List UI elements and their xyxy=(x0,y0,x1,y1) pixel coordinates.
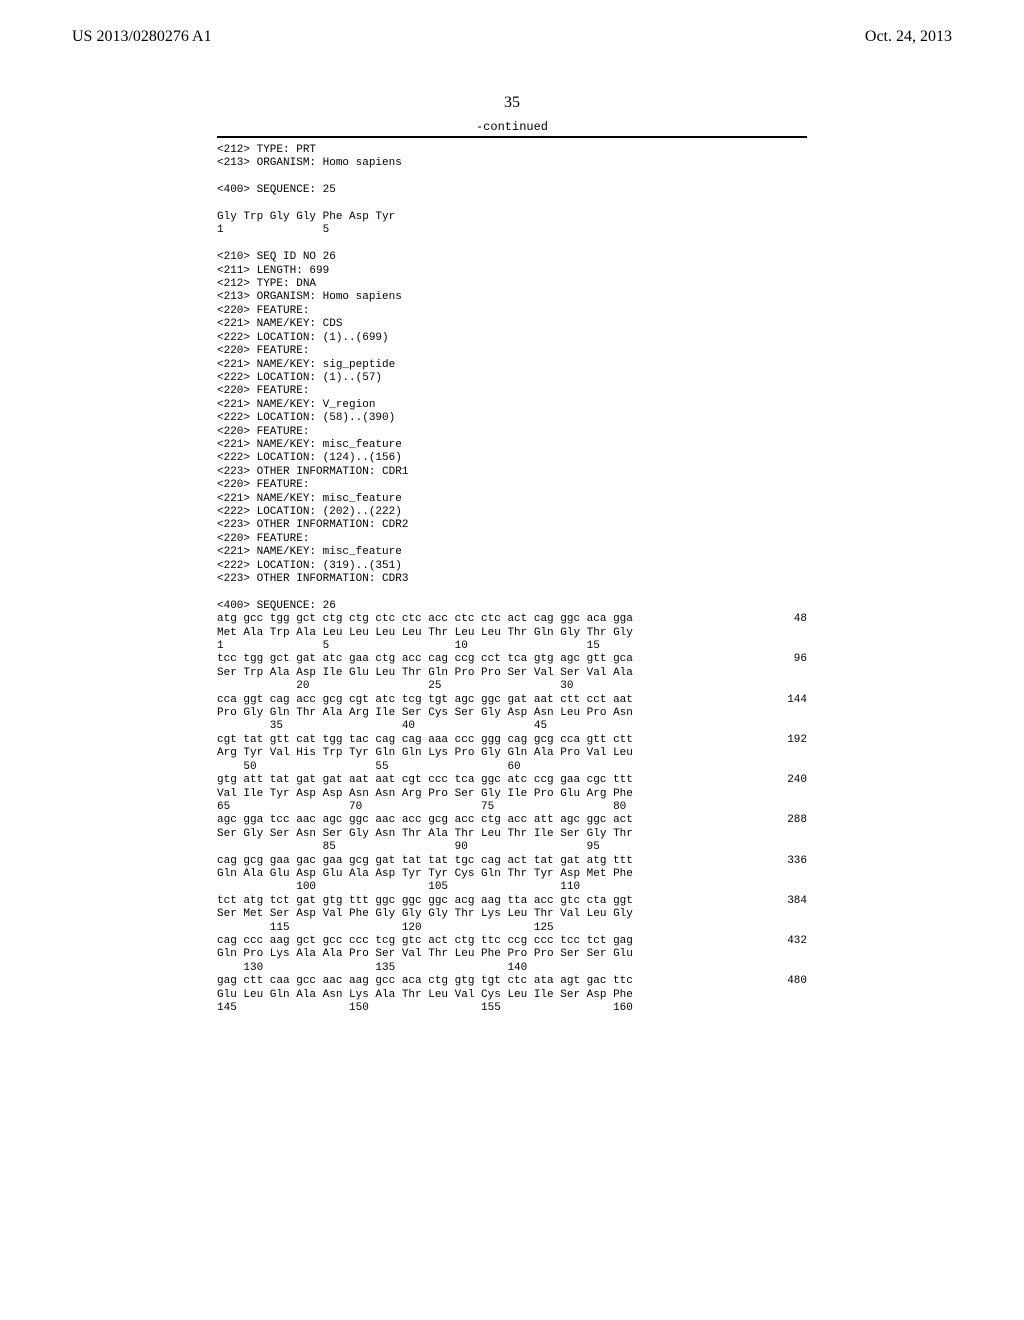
sequence-row-left: 65 70 75 80 xyxy=(217,801,626,814)
sequence-row-left: 1 5 10 15 xyxy=(217,640,600,653)
sequence-row-left: Gln Pro Lys Ala Ala Pro Ser Val Thr Leu … xyxy=(217,948,633,961)
sequence-row-left: cag ccc aag gct gcc ccc tcg gtc act ctg … xyxy=(217,935,633,948)
sequence-row: 35 40 45 xyxy=(217,720,807,733)
sequence-row-right: 240 xyxy=(775,774,807,787)
sequence-row: 65 70 75 80 xyxy=(217,801,807,814)
sequence-row-left: 85 90 95 xyxy=(217,841,600,854)
sequence-row: Glu Leu Gln Ala Asn Lys Ala Thr Leu Val … xyxy=(217,989,807,1002)
sequence-row-right: 192 xyxy=(775,734,807,747)
sequence-row-right xyxy=(795,667,807,680)
sequence-row: agc gga tcc aac agc ggc aac acc gcg acc … xyxy=(217,814,807,827)
sequence-row-right: 288 xyxy=(775,814,807,827)
sequence-row: cag ccc aag gct gcc ccc tcg gtc act ctg … xyxy=(217,935,807,948)
sequence-row-left: Val Ile Tyr Asp Asp Asn Asn Arg Pro Ser … xyxy=(217,788,633,801)
sequence-row-right xyxy=(795,680,807,693)
sequence-row-right xyxy=(795,747,807,760)
sequence-row-right xyxy=(795,962,807,975)
sequence-row-left: gtg att tat gat gat aat aat cgt ccc tca … xyxy=(217,774,633,787)
sequence-row: cag gcg gaa gac gaa gcg gat tat tat tgc … xyxy=(217,855,807,868)
sequence-row: Val Ile Tyr Asp Asp Asn Asn Arg Pro Ser … xyxy=(217,788,807,801)
sequence-row-right xyxy=(795,761,807,774)
sequence-row-right xyxy=(795,640,807,653)
continued-label: -continued xyxy=(217,120,807,134)
sequence-row-left: agc gga tcc aac agc ggc aac acc gcg acc … xyxy=(217,814,633,827)
sequence-row-right xyxy=(795,881,807,894)
sequence-row-right: 48 xyxy=(782,613,807,626)
sequence-row: tct atg tct gat gtg ttt ggc ggc ggc acg … xyxy=(217,895,807,908)
sequence-row-left: tct atg tct gat gtg ttt ggc ggc ggc acg … xyxy=(217,895,633,908)
sequence-row: 1 5 10 15 xyxy=(217,640,807,653)
sequence-row: Pro Gly Gln Thr Ala Arg Ile Ser Cys Ser … xyxy=(217,707,807,720)
sequence-row: 115 120 125 xyxy=(217,922,807,935)
sequence-row-right: 384 xyxy=(775,895,807,908)
sequence-row-right xyxy=(795,908,807,921)
sequence-row: Ser Gly Ser Asn Ser Gly Asn Thr Ala Thr … xyxy=(217,828,807,841)
sequence-row: Ser Met Ser Asp Val Phe Gly Gly Gly Thr … xyxy=(217,908,807,921)
sequence-row-right xyxy=(795,922,807,935)
sequence-row-left: 115 120 125 xyxy=(217,922,554,935)
sequence-row: Met Ala Trp Ala Leu Leu Leu Leu Thr Leu … xyxy=(217,627,807,640)
sequence-row: cgt tat gtt cat tgg tac cag cag aaa ccc … xyxy=(217,734,807,747)
patent-date: Oct. 24, 2013 xyxy=(865,28,952,46)
sequence-row-left: Pro Gly Gln Thr Ala Arg Ile Ser Cys Ser … xyxy=(217,707,633,720)
sequence-row: Gln Pro Lys Ala Ala Pro Ser Val Thr Leu … xyxy=(217,948,807,961)
sequence-row: 85 90 95 xyxy=(217,841,807,854)
sequence-row: Arg Tyr Val His Trp Tyr Gln Gln Lys Pro … xyxy=(217,747,807,760)
sequence-row: atg gcc tgg gct ctg ctg ctc ctc acc ctc … xyxy=(217,613,807,626)
sequence-row-left: 35 40 45 xyxy=(217,720,547,733)
sequence-row-right xyxy=(795,841,807,854)
sequence-row-left: Ser Met Ser Asp Val Phe Gly Gly Gly Thr … xyxy=(217,908,633,921)
sequence-row-left: atg gcc tgg gct ctg ctg ctc ctc acc ctc … xyxy=(217,613,633,626)
divider-line xyxy=(217,136,807,138)
sequence-row: Gln Ala Glu Asp Glu Ala Asp Tyr Tyr Cys … xyxy=(217,868,807,881)
sequence-row-left: Glu Leu Gln Ala Asn Lys Ala Thr Leu Val … xyxy=(217,989,633,1002)
sequence-row: 130 135 140 xyxy=(217,962,807,975)
sequence-row-right: 96 xyxy=(782,653,807,666)
sequence-row: 20 25 30 xyxy=(217,680,807,693)
sequence-meta-25: <212> TYPE: PRT <213> ORGANISM: Homo sap… xyxy=(217,144,807,251)
sequence-row-left: 130 135 140 xyxy=(217,962,527,975)
sequence-row-left: Ser Gly Ser Asn Ser Gly Asn Thr Ala Thr … xyxy=(217,828,633,841)
sequence-row-left: 100 105 110 xyxy=(217,881,580,894)
sequence-row: tcc tgg gct gat atc gaa ctg acc cag ccg … xyxy=(217,653,807,666)
sequence-row: gtg att tat gat gat aat aat cgt ccc tca … xyxy=(217,774,807,787)
sequence-row-left: 50 55 60 xyxy=(217,761,521,774)
sequence-row-right: 144 xyxy=(775,694,807,707)
sequence-row-right xyxy=(795,788,807,801)
sequence-row-left: cgt tat gtt cat tgg tac cag cag aaa ccc … xyxy=(217,734,633,747)
page-number: 35 xyxy=(0,94,1024,112)
sequence-row-right xyxy=(795,720,807,733)
sequence-row-left: cag gcg gaa gac gaa gcg gat tat tat tgc … xyxy=(217,855,633,868)
sequence-meta-26: <210> SEQ ID NO 26 <211> LENGTH: 699 <21… xyxy=(217,251,807,613)
sequence-row-right xyxy=(795,801,807,814)
sequence-row-right xyxy=(795,989,807,1002)
sequence-row-left: 20 25 30 xyxy=(217,680,573,693)
sequence-row-right xyxy=(795,868,807,881)
sequence-row-left: 145 150 155 160 xyxy=(217,1002,633,1015)
sequence-row-right: 432 xyxy=(775,935,807,948)
sequence-row: 145 150 155 160 xyxy=(217,1002,807,1015)
sequence-row-left: tcc tgg gct gat atc gaa ctg acc cag ccg … xyxy=(217,653,633,666)
sequence-row-left: Arg Tyr Val His Trp Tyr Gln Gln Lys Pro … xyxy=(217,747,633,760)
sequence-row: gag ctt caa gcc aac aag gcc aca ctg gtg … xyxy=(217,975,807,988)
sequence-row: cca ggt cag acc gcg cgt atc tcg tgt agc … xyxy=(217,694,807,707)
sequence-row-right xyxy=(795,948,807,961)
sequence-row-right: 336 xyxy=(775,855,807,868)
sequence-row-right xyxy=(795,1002,807,1015)
sequence-row: Ser Trp Ala Asp Ile Glu Leu Thr Gln Pro … xyxy=(217,667,807,680)
sequence-row: 50 55 60 xyxy=(217,761,807,774)
sequence-row-right xyxy=(795,828,807,841)
sequence-rows-container: atg gcc tgg gct ctg ctg ctc ctc acc ctc … xyxy=(0,613,1024,1015)
patent-number: US 2013/0280276 A1 xyxy=(72,28,212,46)
sequence-row: 100 105 110 xyxy=(217,881,807,894)
sequence-row-left: gag ctt caa gcc aac aag gcc aca ctg gtg … xyxy=(217,975,633,988)
sequence-row-left: Met Ala Trp Ala Leu Leu Leu Leu Thr Leu … xyxy=(217,627,633,640)
sequence-row-right: 480 xyxy=(775,975,807,988)
page-header: US 2013/0280276 A1 Oct. 24, 2013 xyxy=(0,0,1024,54)
sequence-row-left: cca ggt cag acc gcg cgt atc tcg tgt agc … xyxy=(217,694,633,707)
sequence-row-right xyxy=(795,707,807,720)
sequence-row-right xyxy=(795,627,807,640)
sequence-row-left: Ser Trp Ala Asp Ile Glu Leu Thr Gln Pro … xyxy=(217,667,633,680)
sequence-row-left: Gln Ala Glu Asp Glu Ala Asp Tyr Tyr Cys … xyxy=(217,868,633,881)
